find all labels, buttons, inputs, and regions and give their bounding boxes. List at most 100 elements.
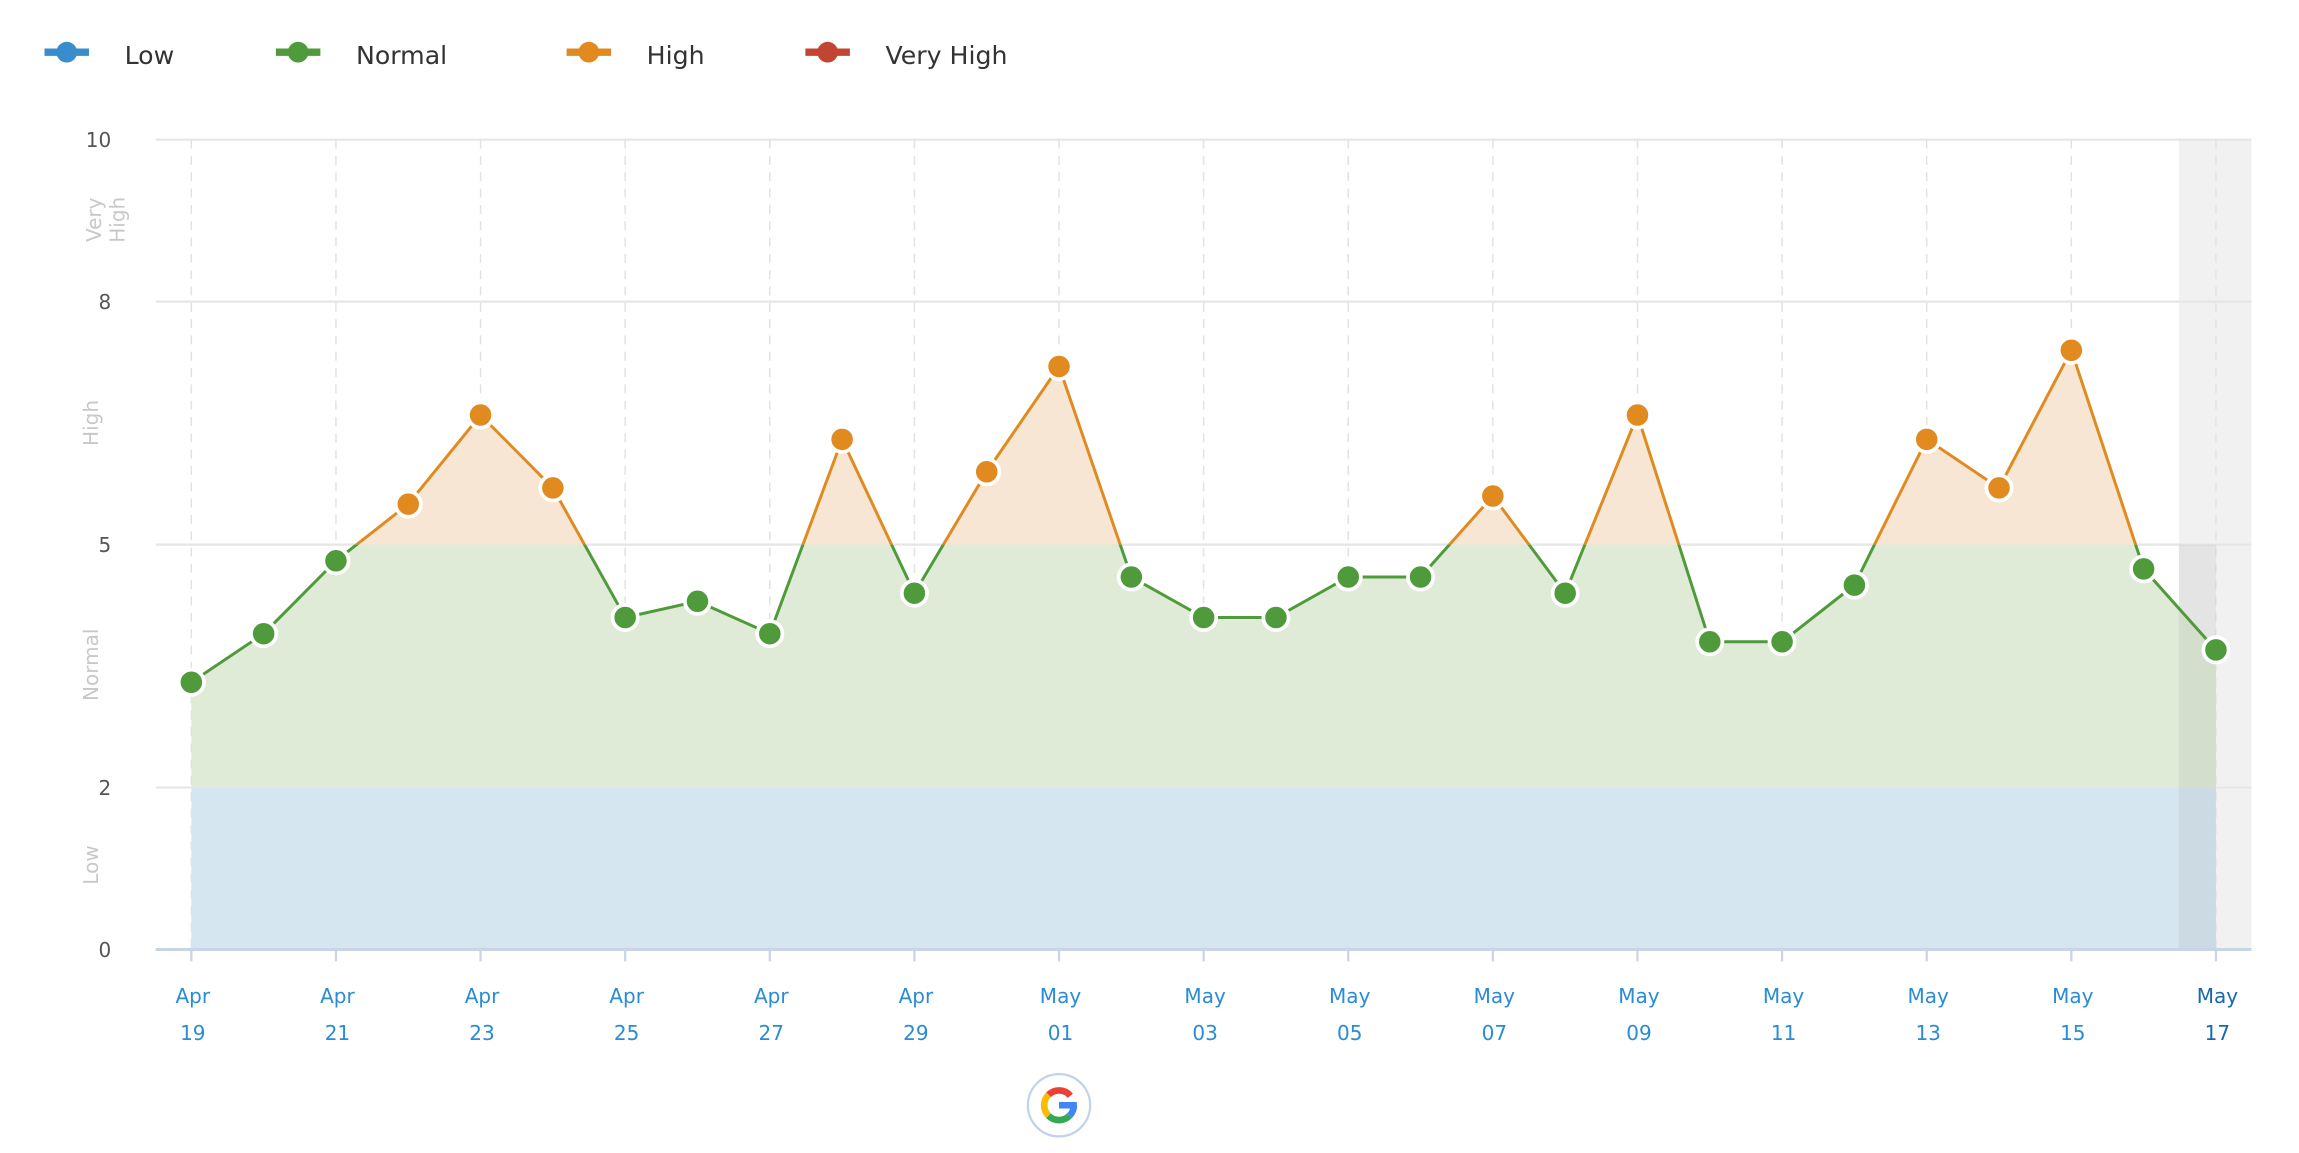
x-tick-day: 15 (2060, 1021, 2085, 1045)
data-point[interactable] (683, 586, 712, 616)
x-tick-day: 27 (759, 1021, 784, 1045)
axes: 025810LowNormalHighVeryHighApr19Apr21Apr… (79, 128, 2252, 1045)
legend-label: High (647, 41, 705, 70)
data-point[interactable] (1623, 400, 1652, 430)
data-point[interactable] (538, 473, 568, 503)
data-point[interactable] (249, 619, 279, 649)
x-tick-month: Apr (320, 984, 355, 1008)
data-point[interactable] (1406, 562, 1436, 592)
x-tick-day: 05 (1337, 1021, 1362, 1045)
x-tick-day: 09 (1626, 1021, 1651, 1045)
zone-label-high: High (79, 400, 103, 446)
zone-label-part: Very (82, 197, 106, 242)
data-point[interactable] (1550, 578, 1580, 608)
data-point[interactable] (1839, 570, 1869, 600)
area-low (191, 787, 2216, 950)
data-point[interactable] (393, 489, 423, 519)
x-tick-month: May (1184, 984, 1226, 1008)
annotation[interactable] (1026, 1073, 1092, 1138)
x-tick-label[interactable]: Apr 25 (609, 984, 644, 1045)
legend: Low Normal High Very High (44, 41, 1008, 70)
data-point[interactable] (1478, 481, 1508, 511)
legend-item-low[interactable]: Low (44, 41, 174, 70)
data-point[interactable] (755, 619, 785, 649)
x-tick-month: Apr (175, 984, 210, 1008)
x-tick-label[interactable]: May 17 (2197, 984, 2239, 1045)
x-tick-month: May (2197, 984, 2239, 1008)
x-tick-day: 11 (1771, 1021, 1796, 1045)
x-tick-label[interactable]: May 01 (1040, 984, 1082, 1045)
x-tick-month: Apr (899, 984, 934, 1008)
x-tick-day: 23 (469, 1021, 494, 1045)
legend-label: Very High (885, 41, 1007, 70)
zone-label-part: High (106, 197, 130, 243)
data-point[interactable] (1767, 627, 1797, 657)
legend-label: Low (125, 41, 175, 70)
zone-label-normal: Normal (79, 629, 103, 701)
x-tick-label[interactable]: Apr 23 (465, 984, 500, 1045)
zone-label-very-high: VeryHigh (82, 197, 130, 243)
legend-item-very-high[interactable]: Very High (805, 41, 1008, 70)
data-point[interactable] (1189, 603, 1219, 632)
zone-label-low: Low (79, 845, 103, 884)
data-point[interactable] (1044, 351, 1074, 381)
data-point[interactable] (1116, 562, 1146, 592)
x-tick-month: Apr (465, 984, 500, 1008)
x-tick-label[interactable]: May 11 (1763, 984, 1805, 1045)
x-tick-label[interactable]: May 05 (1329, 984, 1371, 1045)
google-icon-arc (1046, 1113, 1072, 1124)
x-tick-label[interactable]: May 07 (1474, 984, 1516, 1045)
data-point[interactable] (2056, 335, 2086, 365)
data-point[interactable] (899, 578, 929, 608)
data-point[interactable] (827, 424, 857, 454)
google-icon-arc (1046, 1087, 1073, 1099)
google-icon-bar (1059, 1102, 1077, 1109)
data-point[interactable] (1912, 424, 1942, 454)
x-tick-day: 29 (903, 1021, 928, 1045)
legend-item-normal[interactable]: Normal (275, 41, 447, 70)
x-tick-label[interactable]: Apr 29 (899, 984, 934, 1045)
legend-marker-dot (817, 41, 839, 63)
google-icon-arc (1040, 1092, 1052, 1119)
highlighted-day-overlay (2178, 544, 2216, 950)
data-point[interactable] (972, 457, 1002, 487)
y-tick-label: 5 (98, 533, 111, 557)
data-points (176, 335, 2231, 697)
data-point[interactable] (1261, 603, 1291, 632)
x-tick-day: 07 (1482, 1021, 1507, 1045)
x-tick-label[interactable]: Apr 27 (754, 984, 789, 1045)
data-point[interactable] (1695, 627, 1725, 657)
data-point[interactable] (466, 400, 496, 430)
x-tick-day: 25 (614, 1021, 639, 1045)
x-tick-month: May (1763, 984, 1805, 1008)
data-point[interactable] (610, 603, 640, 632)
x-tick-day: 03 (1192, 1021, 1217, 1045)
data-point[interactable] (176, 667, 206, 697)
data-point[interactable] (2201, 635, 2231, 665)
x-tick-label[interactable]: May 15 (2052, 984, 2094, 1045)
data-point[interactable] (1333, 562, 1363, 592)
x-tick-label[interactable]: Apr 19 (175, 984, 210, 1045)
x-tick-day: 13 (1915, 1021, 1940, 1045)
data-point[interactable] (1984, 473, 2014, 503)
x-tick-label[interactable]: Apr 21 (320, 984, 355, 1045)
legend-item-high[interactable]: High (566, 41, 705, 70)
google-update-marker[interactable] (1026, 1073, 1092, 1138)
x-tick-month: May (2052, 984, 2094, 1008)
x-tick-label[interactable]: May 09 (1618, 984, 1660, 1045)
legend-marker-dot (578, 41, 600, 63)
x-tick-month: May (1474, 984, 1516, 1008)
y-tick-label: 8 (98, 290, 111, 314)
legend-marker-dot (56, 41, 78, 63)
x-tick-month: May (1907, 984, 1949, 1008)
x-tick-month: May (1040, 984, 1082, 1008)
x-tick-label[interactable]: May 13 (1907, 984, 1949, 1045)
legend-marker-dot (287, 41, 309, 63)
data-point[interactable] (2129, 554, 2159, 584)
x-tick-label[interactable]: May 03 (1184, 984, 1226, 1045)
y-tick-label: 0 (98, 938, 111, 962)
x-tick-month: Apr (609, 984, 644, 1008)
x-tick-month: May (1329, 984, 1371, 1008)
data-point[interactable] (321, 546, 351, 576)
x-tick-day: 01 (1048, 1021, 1073, 1045)
